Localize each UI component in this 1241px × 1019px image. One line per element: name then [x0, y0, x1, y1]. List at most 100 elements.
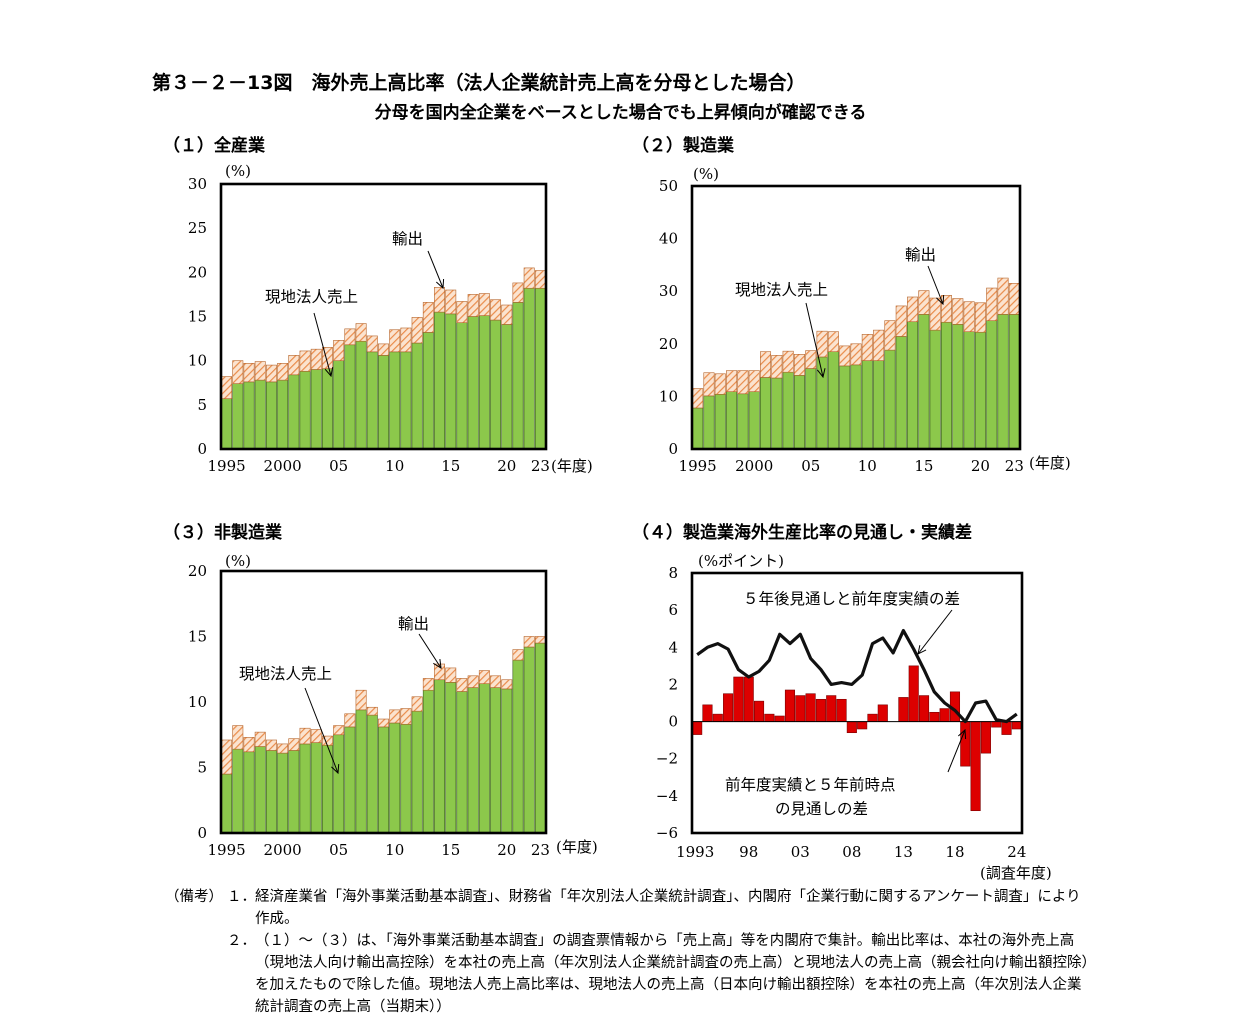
- bar-local-sales: [355, 340, 367, 450]
- bar-export: [1008, 283, 1020, 315]
- x-tick-label: 10: [858, 457, 877, 475]
- bar-local-sales: [726, 391, 738, 450]
- bar-export: [726, 370, 738, 392]
- annotation-export: 輸出: [398, 615, 429, 633]
- bar-local-sales: [760, 377, 772, 450]
- y-unit-label: (%): [225, 552, 251, 570]
- y-tick-label: 25: [188, 219, 207, 237]
- bar-local-sales: [322, 744, 333, 834]
- bar-local-sales: [986, 320, 998, 450]
- bar-gap: [1011, 721, 1022, 730]
- bar-local-sales: [467, 687, 479, 834]
- bar-export: [333, 340, 345, 361]
- bar-local-sales: [478, 683, 490, 834]
- bar-local-sales: [445, 313, 457, 450]
- bar-export: [221, 739, 233, 775]
- bar-export: [952, 298, 964, 325]
- x-tick-label: 08: [842, 843, 861, 861]
- bar-local-sales: [232, 383, 244, 450]
- annotation-arrowhead: [331, 763, 340, 775]
- bar-export: [322, 347, 333, 369]
- bar-export: [884, 320, 896, 351]
- bar-export: [974, 302, 986, 333]
- note-item-2: ２． （１）～（３）は、「海外事業活動基本調査」の調査票情報から「売上高」等を内…: [165, 930, 1095, 1018]
- bar-export: [963, 301, 975, 333]
- bar-export: [422, 302, 434, 333]
- bar-local-sales: [534, 642, 546, 834]
- bar-export: [782, 350, 794, 373]
- bar-export: [434, 663, 445, 681]
- bar-local-sales: [422, 689, 434, 834]
- note-item-1: （備考） １． 経済産業省「海外事業活動基本調査」、財務省「年次別法人企業統計調…: [165, 886, 1095, 930]
- bar-export: [873, 329, 885, 361]
- x-tick-label: 20: [497, 457, 516, 475]
- bar-local-sales: [366, 714, 378, 834]
- bar-export: [827, 331, 839, 352]
- bar-local-sales: [400, 723, 412, 834]
- bar-local-sales: [884, 349, 896, 450]
- y-tick-label: 5: [197, 759, 207, 777]
- annotation-arrowhead: [324, 367, 334, 378]
- bar-export: [850, 343, 862, 366]
- bar-gap: [908, 665, 919, 722]
- annotation-arrow: [917, 609, 953, 655]
- bar-export: [478, 670, 490, 684]
- annotation-arrow: [418, 633, 442, 669]
- x-unit-label: (調査年度): [980, 864, 1052, 880]
- bar-local-sales: [299, 370, 311, 450]
- note-text: （１）～（３）は、「海外事業活動基本調査」の調査票情報から「売上高」等を内閣府で…: [255, 933, 1089, 1015]
- bar-local-sales: [265, 750, 277, 834]
- annotation-arrow: [947, 729, 966, 773]
- bar-local-sales: [254, 746, 266, 834]
- bar-local-sales: [344, 726, 356, 834]
- bar-local-sales: [411, 710, 423, 834]
- bar-gap: [898, 697, 909, 722]
- bar-local-sales: [748, 391, 760, 450]
- bar-export: [737, 370, 749, 395]
- bar-export: [456, 301, 468, 323]
- bar-export: [378, 343, 389, 356]
- bar-export: [501, 679, 513, 690]
- y-tick-label: 30: [659, 282, 678, 300]
- bar-local-sales: [277, 752, 289, 834]
- bar-export: [277, 363, 289, 381]
- bar-export: [512, 649, 524, 661]
- bar-gap: [970, 721, 981, 812]
- bar-local-sales: [411, 342, 423, 450]
- panel-3-title: （３）非製造業: [163, 523, 282, 543]
- bar-export: [366, 335, 378, 353]
- bar-local-sales: [523, 646, 535, 834]
- bar-local-sales: [714, 393, 726, 450]
- x-tick-label: 1993: [676, 843, 714, 861]
- bar-export: [816, 330, 828, 358]
- y-tick-label: 10: [188, 352, 207, 370]
- bar-local-sales: [434, 311, 445, 450]
- bar-local-sales: [501, 324, 513, 450]
- x-tick-label: 1995: [208, 457, 246, 475]
- bar-local-sales: [974, 331, 986, 450]
- note-text: 経済産業省「海外事業活動基本調査」、財務省「年次別法人企業統計調査」、内閣府「企…: [255, 889, 1081, 927]
- y-tick-label: 20: [659, 335, 678, 353]
- bar-local-sales: [895, 336, 907, 450]
- bar-local-sales: [861, 360, 873, 450]
- bar-local-sales: [221, 773, 233, 834]
- y-tick-label: 0: [197, 440, 207, 458]
- bar-export: [748, 370, 760, 392]
- bar-gap: [712, 713, 723, 722]
- bar-local-sales: [422, 332, 434, 450]
- x-tick-label: 98: [739, 843, 758, 861]
- annotation-arrowhead: [936, 294, 945, 306]
- plot-frame: [690, 571, 1024, 835]
- bar-local-sales: [523, 287, 535, 450]
- bar-export: [366, 706, 378, 716]
- annotation-local-sales: 現地法人売上: [239, 665, 332, 683]
- y-tick-label: 20: [188, 263, 207, 281]
- bar-export: [760, 351, 772, 378]
- x-tick-label: 05: [329, 841, 348, 859]
- bar-gap: [836, 698, 847, 722]
- bar-export: [434, 287, 445, 313]
- bar-export: [478, 293, 490, 316]
- bar-gap: [795, 695, 806, 722]
- bar-export: [490, 675, 502, 688]
- bar-gap: [784, 689, 796, 722]
